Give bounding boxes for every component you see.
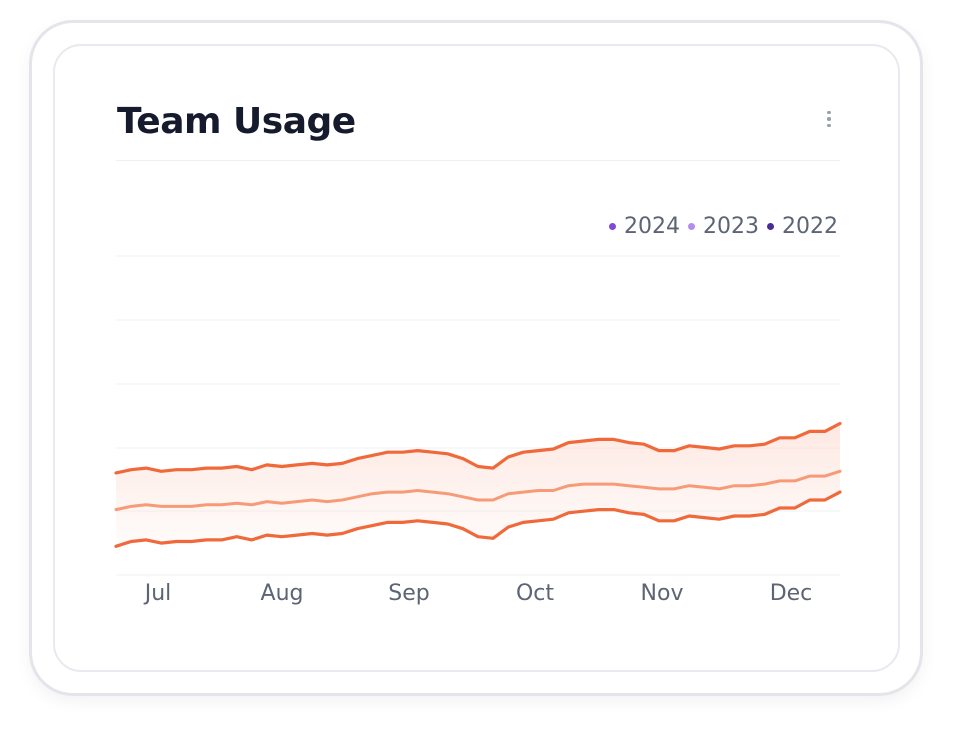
- median-series-line[interactable]: [114, 469, 842, 512]
- header-divider: [116, 160, 840, 161]
- x-tick-label: Aug: [261, 581, 304, 606]
- x-tick-label: Sep: [388, 581, 429, 606]
- x-tick-label: Nov: [641, 581, 684, 606]
- range-band-area: [116, 423, 840, 547]
- legend-label: 2023: [703, 214, 759, 239]
- legend-dot: [609, 223, 616, 230]
- legend-dot: [767, 223, 774, 230]
- legend-label: 2024: [624, 214, 680, 239]
- card-title: Team Usage: [117, 101, 356, 142]
- legend-item-2022[interactable]: 2022: [767, 214, 838, 239]
- chart-legend: 2024 2023 2022: [609, 214, 838, 239]
- more-vertical-icon-dot: [827, 117, 831, 121]
- more-vertical-icon: [827, 110, 831, 115]
- x-tick-label: Jul: [143, 581, 172, 606]
- more-options-button[interactable]: [816, 104, 842, 134]
- usage-card: [53, 44, 900, 672]
- x-tick-label: Dec: [770, 581, 813, 606]
- legend-item-2024[interactable]: 2024: [609, 214, 680, 239]
- lower-series-line[interactable]: [114, 490, 842, 548]
- upper-series-line[interactable]: [114, 421, 842, 475]
- x-tick-label: Oct: [516, 581, 554, 606]
- legend-item-2023[interactable]: 2023: [688, 214, 759, 239]
- legend-dot: [688, 223, 695, 230]
- legend-label: 2022: [782, 214, 838, 239]
- more-vertical-icon-dot: [827, 123, 831, 128]
